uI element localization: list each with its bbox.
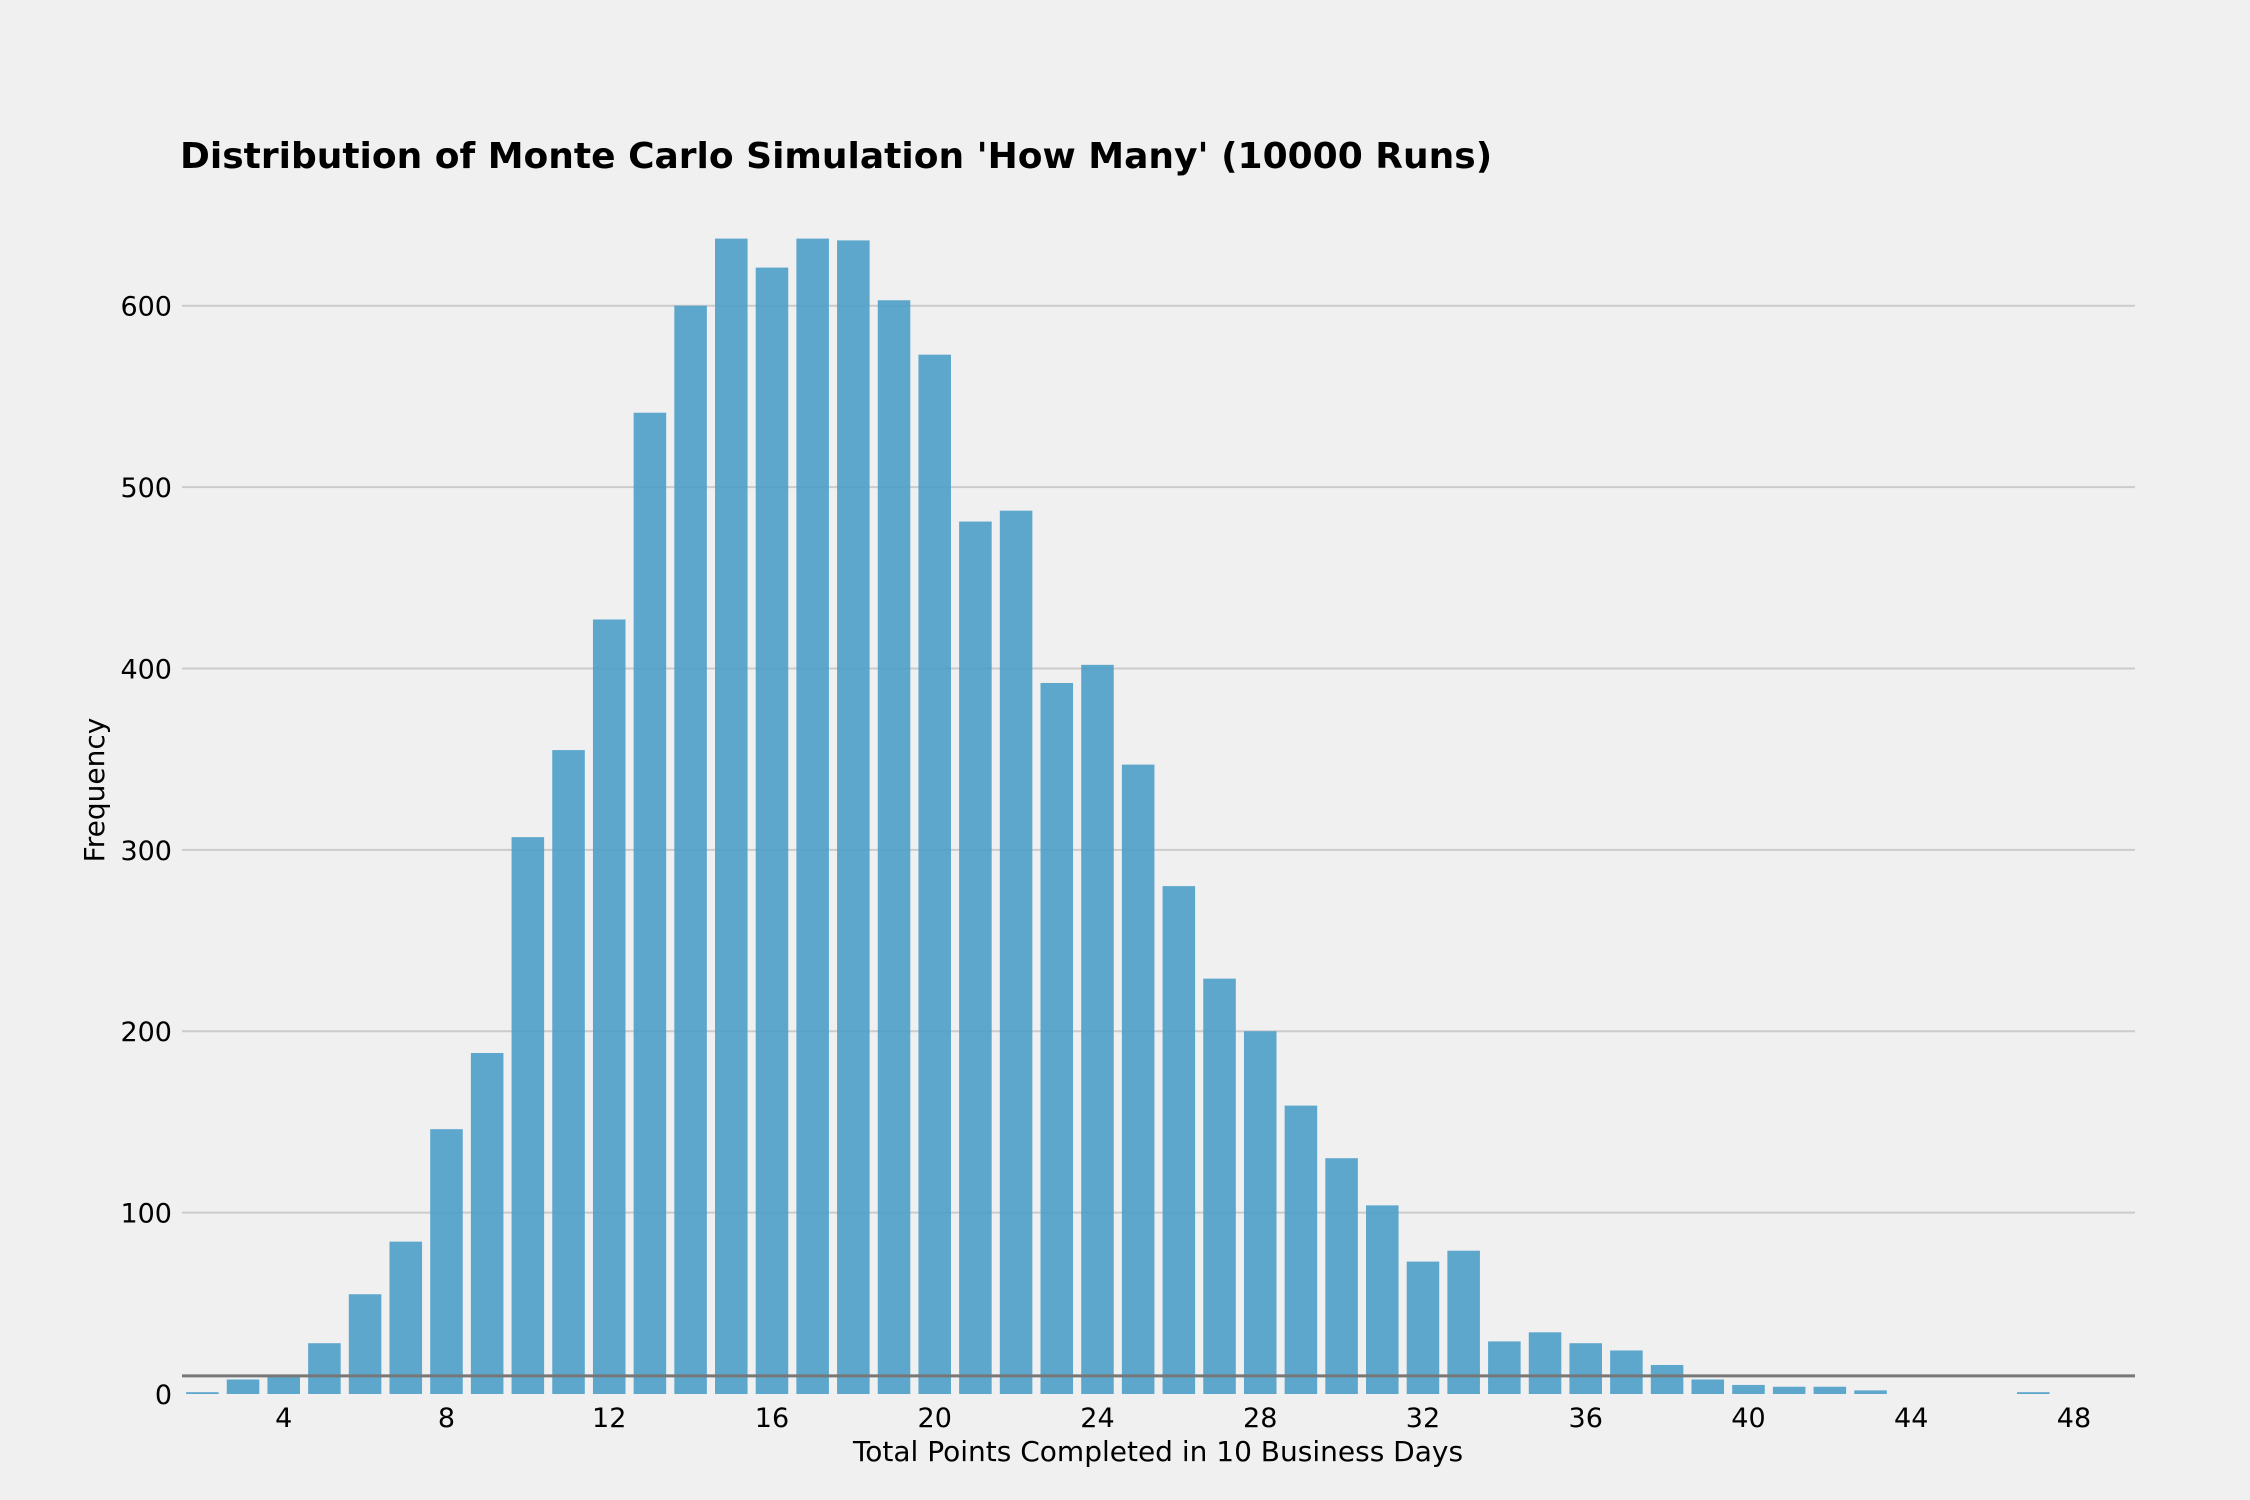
bar-x-35 — [1528, 1332, 1562, 1394]
bar-x-38 — [1650, 1364, 1684, 1394]
bar-x-30 — [1325, 1158, 1358, 1394]
bar-x-2 — [186, 1392, 219, 1394]
x-tick-label: 16 — [755, 1403, 789, 1434]
bar-x-42 — [1813, 1386, 1847, 1394]
bar-x-20 — [918, 354, 951, 1395]
bar-x-37 — [1610, 1350, 1643, 1394]
bar-x-17 — [796, 238, 829, 1395]
bar-x-13 — [633, 412, 667, 1394]
x-axis-label: Total Points Completed in 10 Business Da… — [852, 1435, 1463, 1468]
bar-x-31 — [1366, 1205, 1399, 1394]
bar-x-15 — [715, 238, 748, 1395]
x-tick-label: 28 — [1243, 1403, 1277, 1434]
y-axis-ticks: 0 100 200 300 400 500 600 — [120, 292, 172, 1411]
bar-x-39 — [1691, 1379, 1725, 1394]
y-tick-label: 200 — [120, 1017, 172, 1048]
bar-x-9 — [470, 1052, 504, 1394]
bar-x-7 — [389, 1241, 423, 1394]
bar-x-34 — [1488, 1341, 1521, 1394]
x-tick-label: 4 — [275, 1403, 292, 1434]
bar-x-6 — [348, 1294, 382, 1394]
bar-x-36 — [1569, 1343, 1602, 1394]
bar-x-18 — [837, 240, 870, 1395]
bar-x-41 — [1772, 1386, 1806, 1394]
bars — [186, 238, 2050, 1395]
y-tick-label: 600 — [120, 292, 172, 323]
x-tick-label: 44 — [1894, 1403, 1928, 1434]
bar-x-29 — [1284, 1105, 1318, 1394]
bar-x-40 — [1732, 1384, 1765, 1394]
y-tick-label: 500 — [120, 473, 172, 504]
bar-x-4 — [267, 1375, 300, 1394]
bar-x-16 — [755, 267, 789, 1394]
bar-x-28 — [1243, 1031, 1277, 1394]
bar-x-12 — [592, 619, 626, 1394]
y-tick-label: 300 — [120, 836, 172, 867]
bar-x-19 — [877, 300, 911, 1395]
x-tick-label: 24 — [1080, 1403, 1114, 1434]
x-tick-label: 12 — [592, 1403, 626, 1434]
bar-x-24 — [1081, 664, 1114, 1394]
bar-x-32 — [1406, 1261, 1440, 1394]
y-axis-label: Frequency — [78, 718, 111, 863]
bar-x-26 — [1162, 886, 1196, 1394]
bar-x-8 — [430, 1129, 463, 1394]
chart-title: Distribution of Monte Carlo Simulation '… — [180, 136, 1492, 177]
x-tick-label: 48 — [2057, 1403, 2091, 1434]
x-tick-label: 36 — [1569, 1403, 1603, 1434]
bar-x-21 — [959, 521, 992, 1394]
bar-x-23 — [1040, 682, 1074, 1394]
bar-x-11 — [552, 750, 585, 1394]
y-tick-label: 0 — [155, 1380, 172, 1411]
x-tick-label: 8 — [438, 1403, 455, 1434]
y-tick-label: 100 — [120, 1199, 172, 1230]
y-tick-label: 400 — [120, 654, 172, 685]
x-tick-label: 40 — [1731, 1403, 1765, 1434]
bar-x-22 — [999, 510, 1033, 1394]
bar-x-3 — [226, 1379, 260, 1394]
gridlines — [182, 304, 2135, 1214]
bar-x-27 — [1203, 978, 1236, 1394]
bar-x-47 — [2017, 1392, 2050, 1394]
bar-x-10 — [511, 837, 545, 1394]
x-tick-label: 20 — [918, 1403, 952, 1434]
x-tick-label: 32 — [1406, 1403, 1440, 1434]
bar-x-25 — [1121, 764, 1155, 1394]
bar-x-43 — [1854, 1390, 1887, 1394]
bar-x-33 — [1447, 1250, 1480, 1394]
bar-x-14 — [674, 305, 707, 1394]
bar-x-5 — [308, 1343, 341, 1394]
x-axis-ticks: 4 8 12 16 20 24 28 32 36 40 44 48 — [275, 1403, 2091, 1434]
